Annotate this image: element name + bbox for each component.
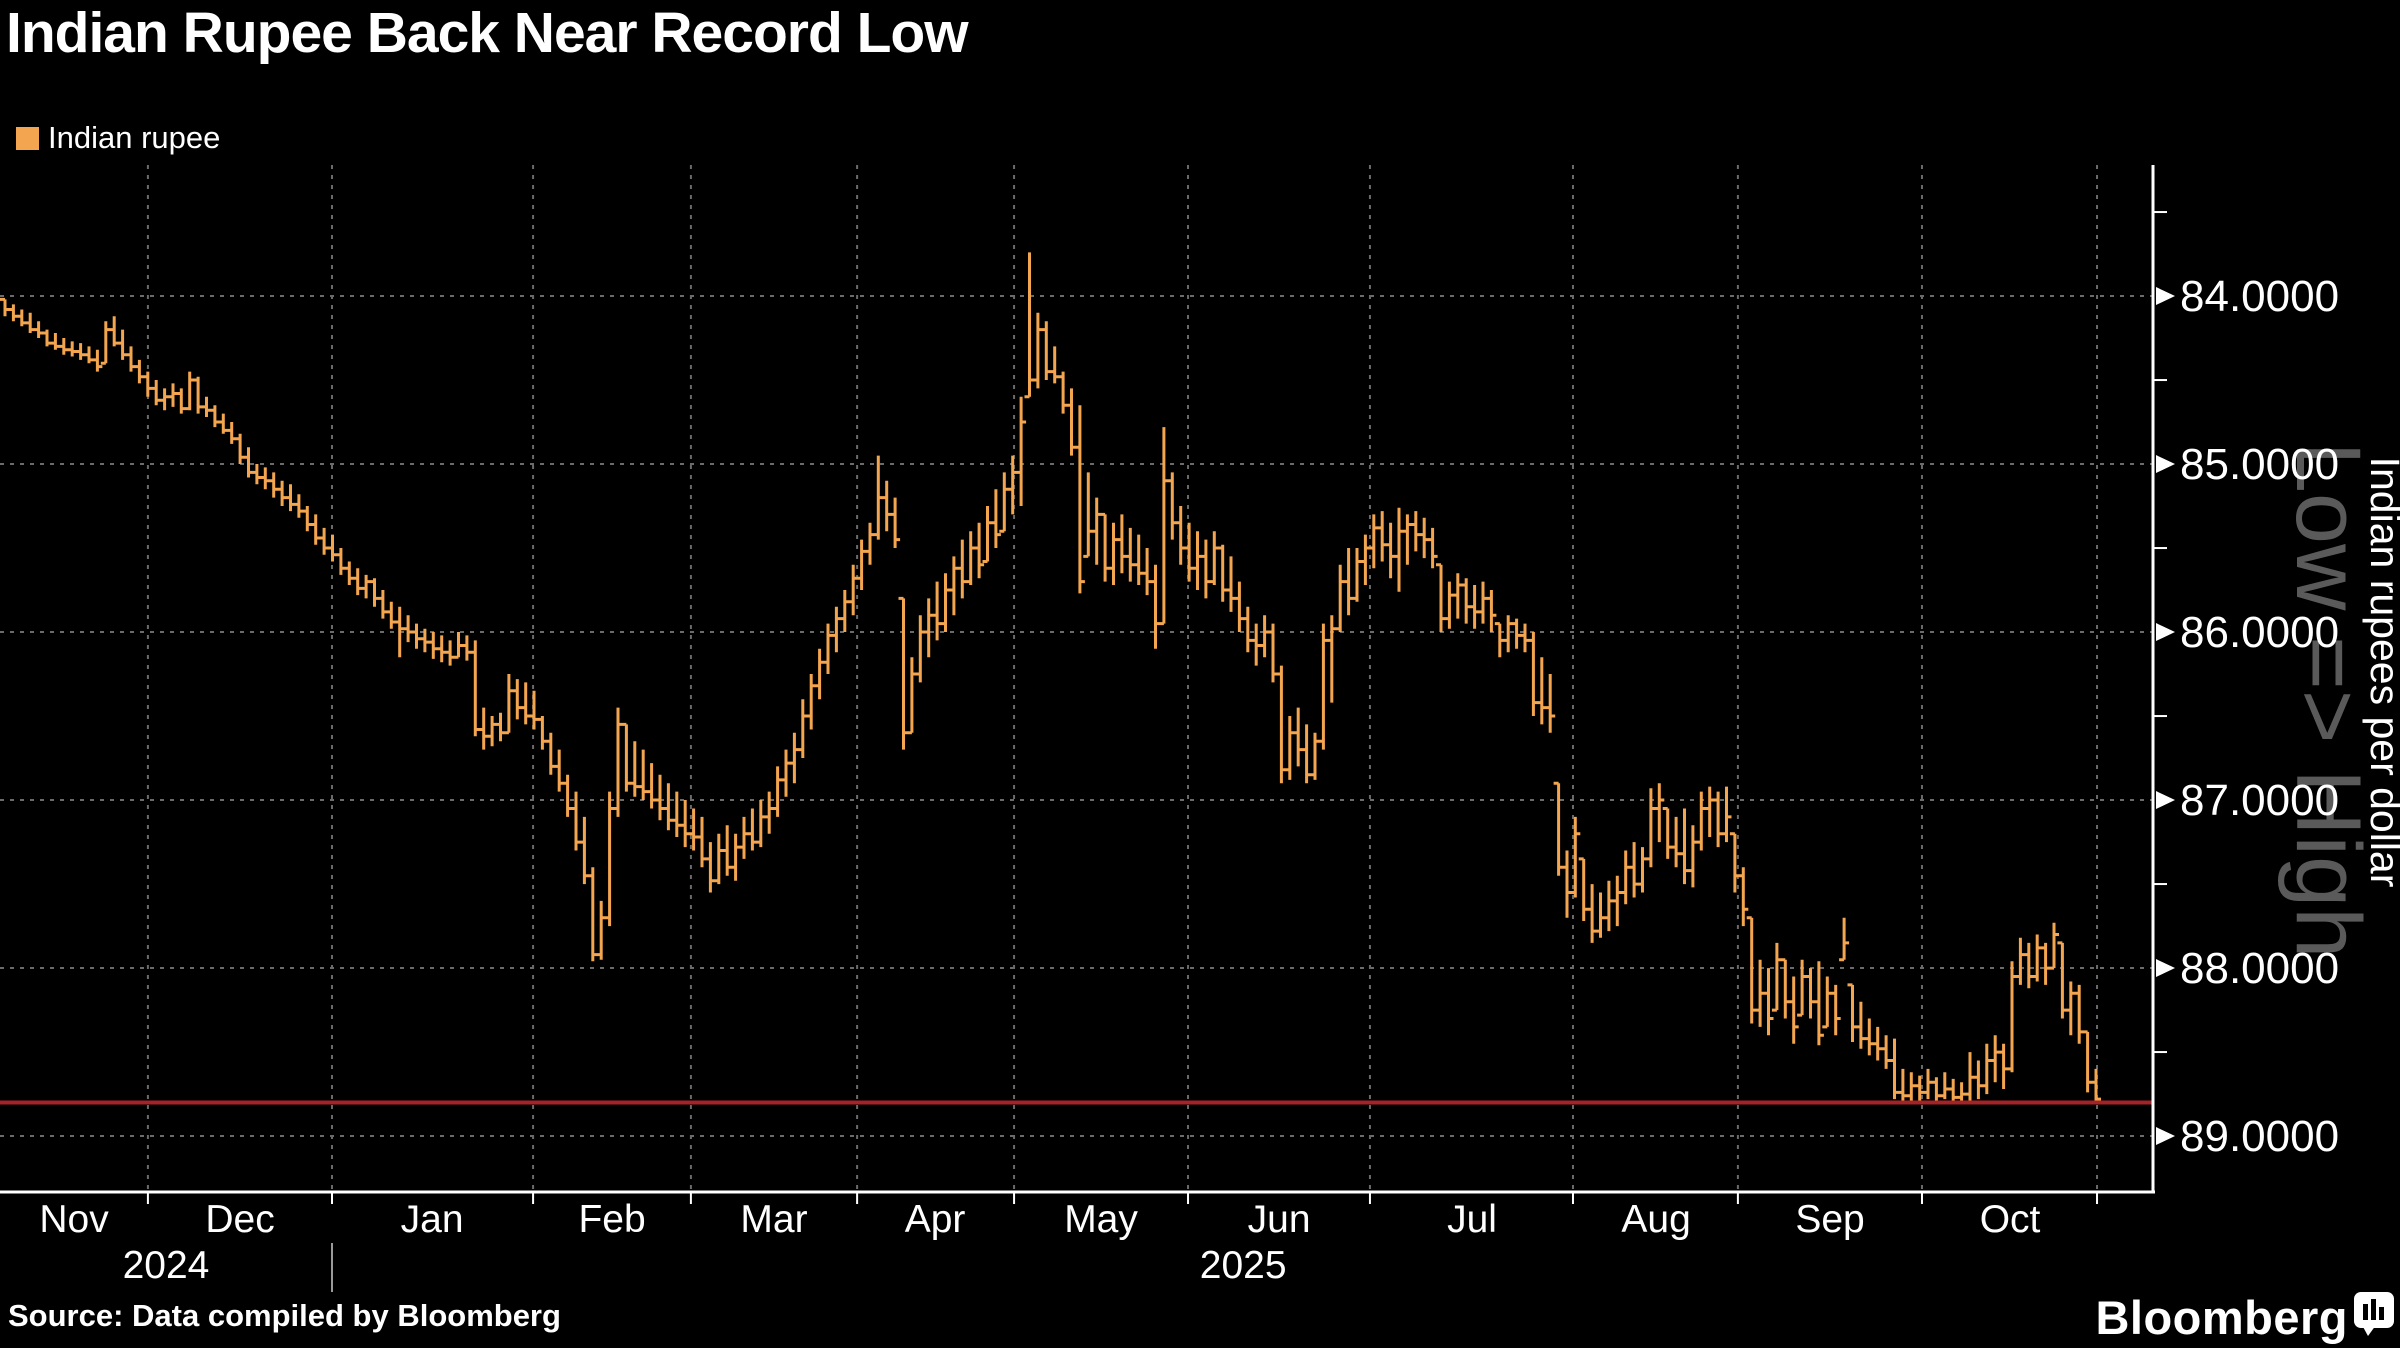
bloomberg-logo-icon	[2354, 1292, 2394, 1336]
svg-text:Oct: Oct	[1980, 1198, 2041, 1241]
bloomberg-wordmark: Bloomberg	[2095, 1290, 2348, 1345]
svg-text:Aug: Aug	[1621, 1198, 1690, 1241]
svg-text:84.0000: 84.0000	[2180, 272, 2339, 321]
svg-text:Jun: Jun	[1248, 1198, 1311, 1241]
svg-text:Feb: Feb	[578, 1198, 645, 1241]
svg-text:2025: 2025	[1200, 1244, 1287, 1287]
legend-swatch-icon	[16, 126, 39, 150]
svg-text:Indian rupees per dollar: Indian rupees per dollar	[2362, 457, 2400, 888]
svg-text:Nov: Nov	[39, 1198, 109, 1241]
svg-text:Mar: Mar	[740, 1198, 807, 1241]
svg-text:2024: 2024	[123, 1244, 210, 1287]
svg-text:86.0000: 86.0000	[2180, 608, 2339, 657]
legend-label: Indian rupee	[48, 120, 221, 155]
svg-text:Low => High: Low => High	[2277, 442, 2379, 959]
svg-text:Jan: Jan	[401, 1198, 464, 1241]
source-note: Source: Data compiled by Bloomberg	[8, 1298, 561, 1333]
svg-text:89.0000: 89.0000	[2180, 1112, 2339, 1161]
chart-title: Indian Rupee Back Near Record Low	[6, 1, 969, 65]
svg-text:85.0000: 85.0000	[2180, 440, 2339, 489]
svg-text:88.0000: 88.0000	[2180, 944, 2339, 993]
svg-text:Jul: Jul	[1447, 1198, 1497, 1241]
svg-text:Dec: Dec	[205, 1198, 274, 1241]
svg-text:Apr: Apr	[905, 1198, 966, 1241]
svg-text:May: May	[1064, 1198, 1138, 1241]
svg-text:87.0000: 87.0000	[2180, 776, 2339, 825]
bloomberg-wordmark-text: Bloomberg	[2095, 1291, 2348, 1344]
svg-text:Sep: Sep	[1795, 1198, 1864, 1241]
legend: Indian rupee	[16, 120, 220, 156]
